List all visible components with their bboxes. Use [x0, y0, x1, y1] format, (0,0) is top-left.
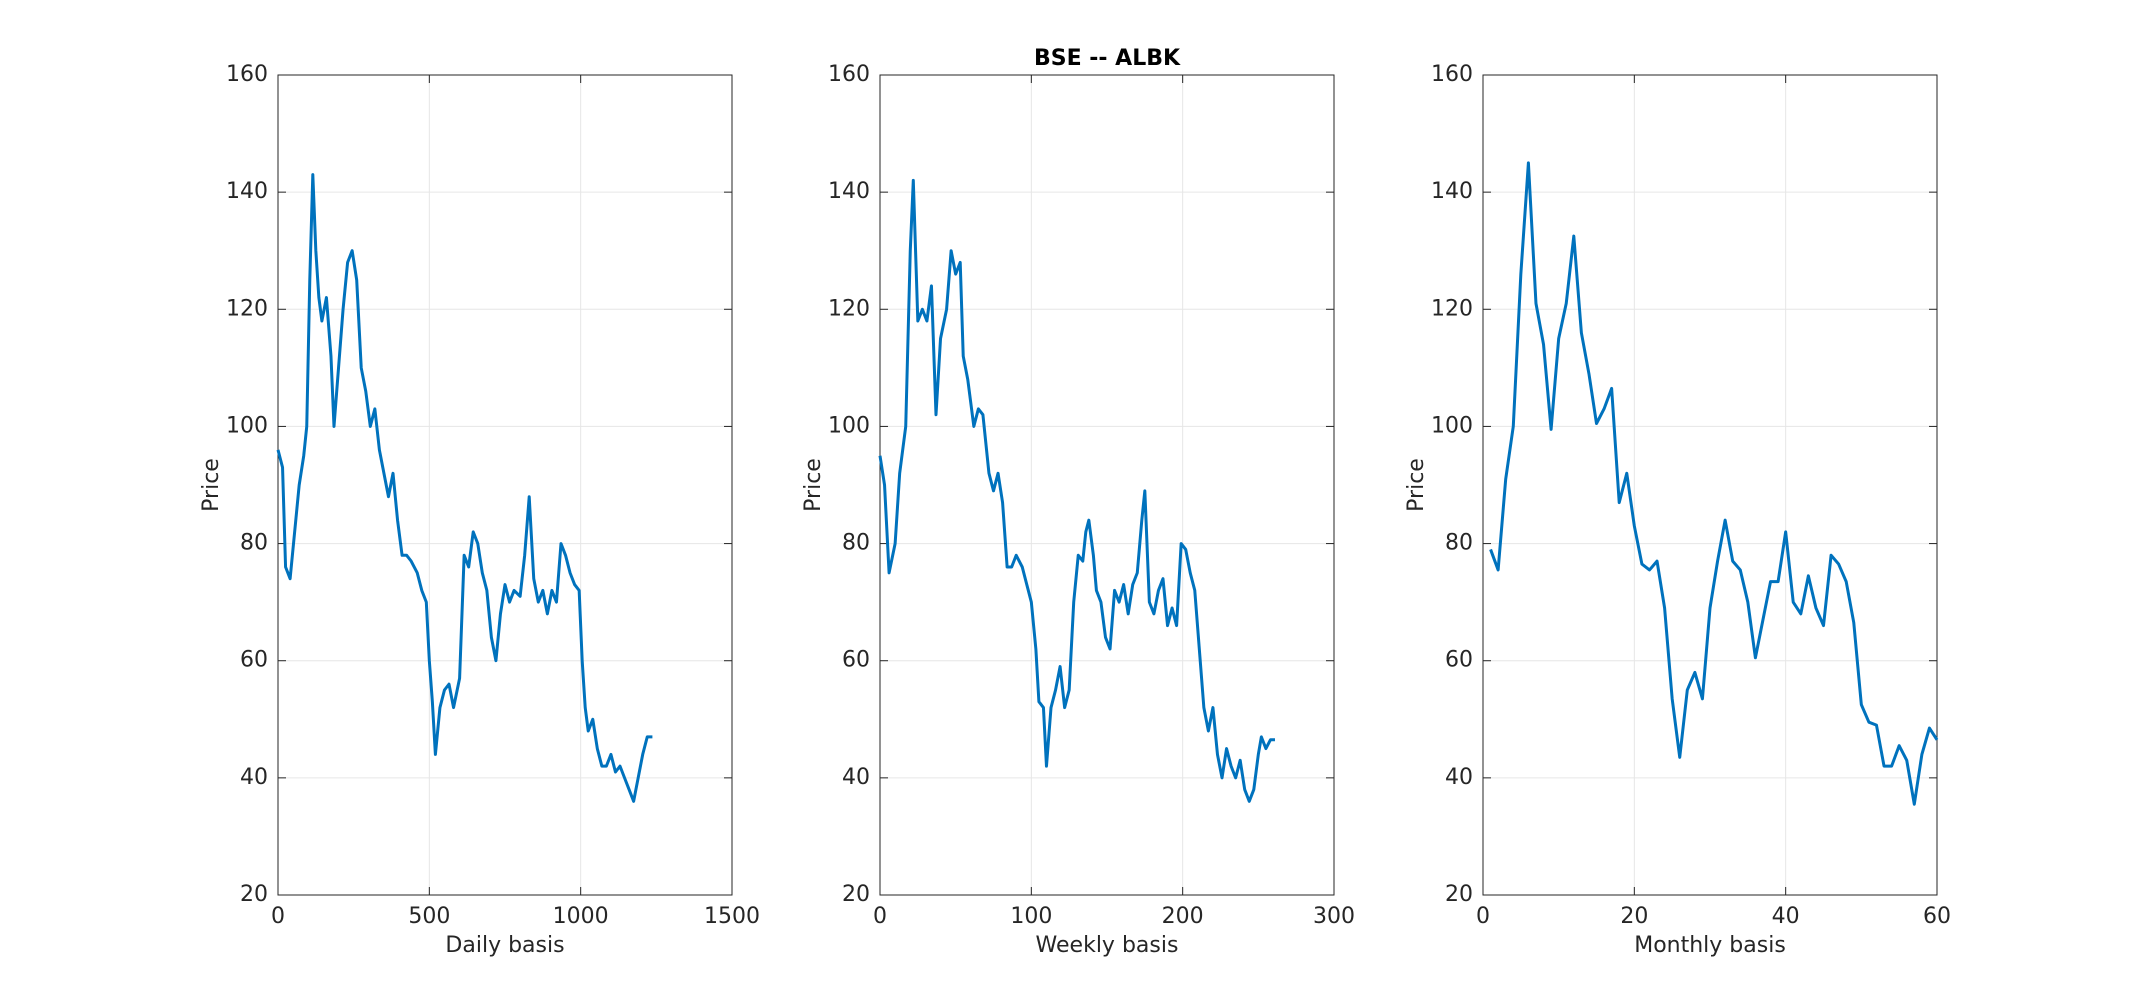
x-tick-label: 1500: [704, 904, 760, 929]
plot-area: [1483, 75, 1937, 895]
data-line: [276, 173, 653, 803]
plot-area: [880, 75, 1334, 895]
y-tick-label: 20: [240, 882, 268, 907]
y-tick-label: 160: [828, 62, 870, 87]
x-tick-label: 0: [873, 904, 887, 929]
y-tick-label: 20: [1445, 882, 1473, 907]
x-tick-label: 20: [1620, 904, 1648, 929]
y-tick-label: 160: [1431, 62, 1473, 87]
y-axis-label: Price: [199, 458, 224, 512]
y-tick-label: 80: [842, 531, 870, 556]
y-tick-label: 60: [842, 648, 870, 673]
data-line: [878, 178, 1275, 803]
x-tick-label: 300: [1313, 904, 1355, 929]
y-axis-label: Price: [1404, 458, 1429, 512]
y-tick-label: 40: [1445, 765, 1473, 790]
axes-box: [277, 74, 733, 896]
x-axis-label: Weekly basis: [1036, 933, 1179, 958]
y-tick-label: 80: [1445, 531, 1473, 556]
chart-title: BSE -- ALBK: [1034, 46, 1181, 71]
y-tick-label: 140: [226, 179, 268, 204]
y-tick-label: 40: [842, 765, 870, 790]
y-tick-label: 100: [1431, 413, 1473, 438]
y-tick-label: 80: [240, 531, 268, 556]
y-tick-label: 100: [828, 413, 870, 438]
y-tick-label: 160: [226, 62, 268, 87]
y-axis-label: Price: [801, 458, 826, 512]
y-tick-label: 120: [828, 296, 870, 321]
y-tick-label: 100: [226, 413, 268, 438]
x-tick-label: 1000: [553, 904, 609, 929]
y-tick-label: 60: [240, 648, 268, 673]
y-tick-label: 120: [226, 296, 268, 321]
x-tick-label: 0: [1476, 904, 1490, 929]
y-tick-label: 20: [842, 882, 870, 907]
y-tick-label: 60: [1445, 648, 1473, 673]
y-tick-label: 140: [828, 179, 870, 204]
axes-box: [1482, 74, 1938, 896]
axes-box: [879, 74, 1335, 896]
x-tick-label: 200: [1162, 904, 1204, 929]
plot-area: [278, 75, 732, 895]
x-axis-label: Daily basis: [445, 933, 564, 958]
x-tick-label: 40: [1772, 904, 1800, 929]
x-axis-label: Monthly basis: [1634, 933, 1786, 958]
y-tick-label: 120: [1431, 296, 1473, 321]
x-tick-label: 60: [1923, 904, 1951, 929]
x-tick-label: 100: [1010, 904, 1052, 929]
x-tick-label: 500: [408, 904, 450, 929]
data-line: [1489, 161, 1939, 806]
y-tick-label: 140: [1431, 179, 1473, 204]
y-tick-label: 40: [240, 765, 268, 790]
x-tick-label: 0: [271, 904, 285, 929]
